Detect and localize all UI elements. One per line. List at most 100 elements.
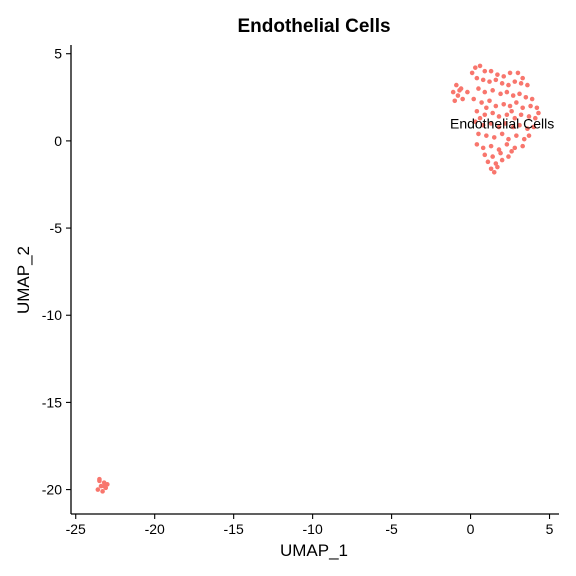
data-point [469,70,475,76]
chart-title: Endothelial Cells [237,16,390,37]
data-point [512,145,518,151]
data-point [472,119,478,125]
data-point [515,70,521,76]
data-point [531,124,537,130]
x-tick-label: -25 [66,521,86,537]
x-axis-ticks: -25 -20 -15 -10 -5 0 5 [66,514,554,537]
data-point [506,154,511,159]
data-point [526,114,532,119]
data-point [454,82,459,88]
data-point [476,86,481,91]
x-tick-label: -10 [303,521,323,537]
data-point [520,75,525,81]
data-point [528,103,533,109]
data-point [101,483,107,489]
data-point [491,135,497,140]
data-point [97,476,102,482]
y-tick-label: -10 [42,307,62,323]
data-point [517,91,522,97]
data-point [474,75,480,81]
data-point [457,88,462,93]
data-point [509,108,514,114]
data-point [479,100,484,105]
data-point [482,152,488,158]
data-point [487,79,492,84]
data-point [482,89,488,95]
x-tick-label: 0 [467,521,475,537]
data-point [514,133,519,138]
data-point [480,145,486,151]
data-point [514,100,519,105]
data-point [504,112,510,118]
data-point [493,161,499,166]
data-point [525,82,530,88]
data-point [460,96,465,102]
y-tick-label: -15 [42,394,62,410]
data-point [484,105,489,111]
data-point [452,98,458,104]
data-point [495,72,500,77]
data-point [477,63,483,69]
data-point [472,65,478,70]
data-point [523,95,529,100]
data-point [498,150,503,156]
data-point [471,96,477,102]
data-point [476,131,481,137]
data-point [488,68,494,74]
cluster-label: Endothelial Cells [450,116,554,132]
data-point [499,81,505,86]
data-point [504,89,510,95]
data-point [487,98,492,104]
data-point [520,105,525,111]
data-point [518,112,524,118]
data-point [488,166,494,172]
data-point [501,101,507,107]
data-point [512,79,518,84]
data-point [484,133,489,138]
data-point [491,169,497,175]
x-tick-label: -5 [385,521,398,537]
x-tick-label: 5 [546,521,554,537]
data-point [450,89,456,95]
data-point [512,115,518,121]
y-tick-label: -5 [50,220,63,236]
data-point [482,112,488,118]
data-point [490,88,495,93]
data-point [507,70,513,76]
data-point [534,105,540,111]
data-point [496,124,502,130]
data-point [510,124,516,130]
data-point [517,122,522,128]
data-point [488,121,494,126]
cluster-labels-layer: Endothelial Cells [450,116,554,132]
data-point [529,96,535,102]
y-axis-ticks: 5 0 -5 -10 -15 -20 [42,46,71,498]
data-point [480,77,486,83]
data-point [493,103,499,109]
x-tick-label: -15 [224,521,244,537]
data-point [474,142,480,147]
data-point [485,159,491,165]
data-point [506,82,511,88]
data-point [493,77,499,83]
data-point [496,114,502,119]
y-tick-label: -20 [42,482,62,498]
data-point [482,68,488,74]
data-point [533,115,538,121]
data-point [536,110,541,116]
data-point [504,142,510,147]
data-point [525,126,530,131]
data-point [490,110,495,116]
data-point [488,143,494,149]
data-point [518,81,524,86]
data-point [477,115,483,121]
data-point [495,164,500,170]
data-point [98,483,104,489]
x-tick-label: -20 [145,521,165,537]
data-point [490,154,495,159]
y-axis-title: UMAP_2 [14,246,33,314]
data-point [499,131,505,137]
data-point [474,108,480,114]
data-point [100,489,105,494]
data-point [498,91,503,97]
